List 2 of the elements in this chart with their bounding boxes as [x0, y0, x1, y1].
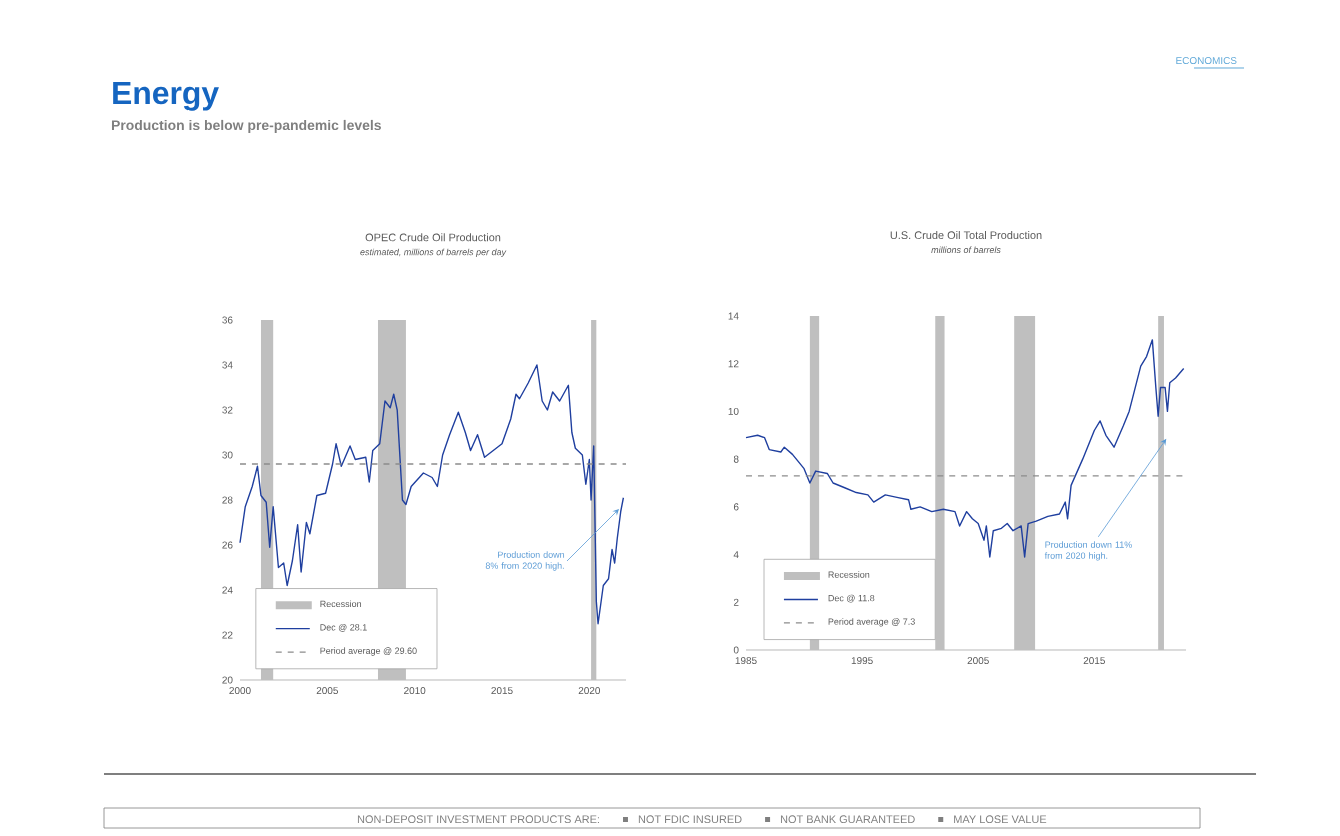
text: Energy	[113, 82, 219, 111]
line-series	[745, 339, 1185, 558]
